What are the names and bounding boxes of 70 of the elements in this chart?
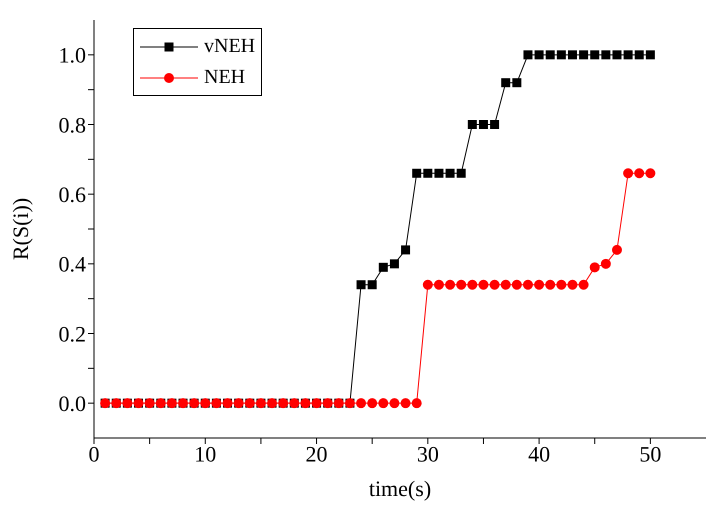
point <box>456 280 466 290</box>
point <box>556 50 566 60</box>
point <box>612 50 622 60</box>
point <box>434 280 444 290</box>
point <box>578 280 589 290</box>
point <box>422 280 433 290</box>
point <box>367 398 378 408</box>
point <box>523 50 532 60</box>
point <box>478 280 488 290</box>
x-tick-label: 30 <box>416 442 439 467</box>
legend-label: vNEH <box>204 35 256 58</box>
point <box>490 120 500 129</box>
x-tick-label: 50 <box>639 442 662 467</box>
point <box>634 168 644 178</box>
x-tick-label: 20 <box>306 442 328 467</box>
point <box>456 168 466 178</box>
x-tick-label: 40 <box>528 442 550 467</box>
point <box>600 258 611 269</box>
point <box>546 50 555 60</box>
point <box>400 398 411 408</box>
point <box>467 280 478 290</box>
x-tick-label: 0 <box>88 442 100 467</box>
point <box>623 168 634 178</box>
point <box>512 78 522 88</box>
point <box>590 262 600 272</box>
point <box>468 120 477 129</box>
point <box>556 280 566 290</box>
point <box>567 280 578 290</box>
point <box>390 259 399 268</box>
point <box>645 168 656 178</box>
point <box>579 50 588 60</box>
point <box>490 280 500 290</box>
point <box>646 50 655 60</box>
point <box>500 280 511 290</box>
point <box>389 398 400 408</box>
y-tick-label: 0.6 <box>58 182 86 207</box>
point <box>522 280 533 290</box>
point <box>378 398 388 408</box>
point <box>446 168 455 178</box>
point <box>534 280 544 290</box>
point <box>356 398 366 408</box>
point <box>612 244 622 255</box>
point <box>434 168 444 178</box>
point <box>401 245 410 254</box>
point <box>378 262 388 272</box>
point <box>412 398 422 408</box>
point <box>590 50 600 60</box>
y-tick-label: 0.0 <box>58 390 86 416</box>
point <box>356 280 366 290</box>
point <box>512 280 522 290</box>
point <box>624 50 633 60</box>
point <box>534 50 544 60</box>
point <box>445 280 456 290</box>
point <box>601 50 610 60</box>
point <box>478 120 488 129</box>
y-axis-title: R(S(i)) <box>8 198 33 260</box>
point <box>368 280 377 290</box>
point <box>634 50 644 60</box>
y-tick-label: 1.0 <box>58 42 86 68</box>
legend-label: NEH <box>204 66 246 89</box>
point <box>568 50 577 60</box>
y-tick-label: 0.8 <box>58 112 86 138</box>
point <box>501 78 510 88</box>
point <box>412 168 422 178</box>
point <box>545 280 556 290</box>
y-tick-label: 0.4 <box>58 252 86 277</box>
y-tick-label: 0.2 <box>58 321 86 346</box>
x-tick-label: 10 <box>194 442 216 467</box>
point <box>423 168 432 178</box>
x-axis-title: time(s) <box>368 476 432 501</box>
